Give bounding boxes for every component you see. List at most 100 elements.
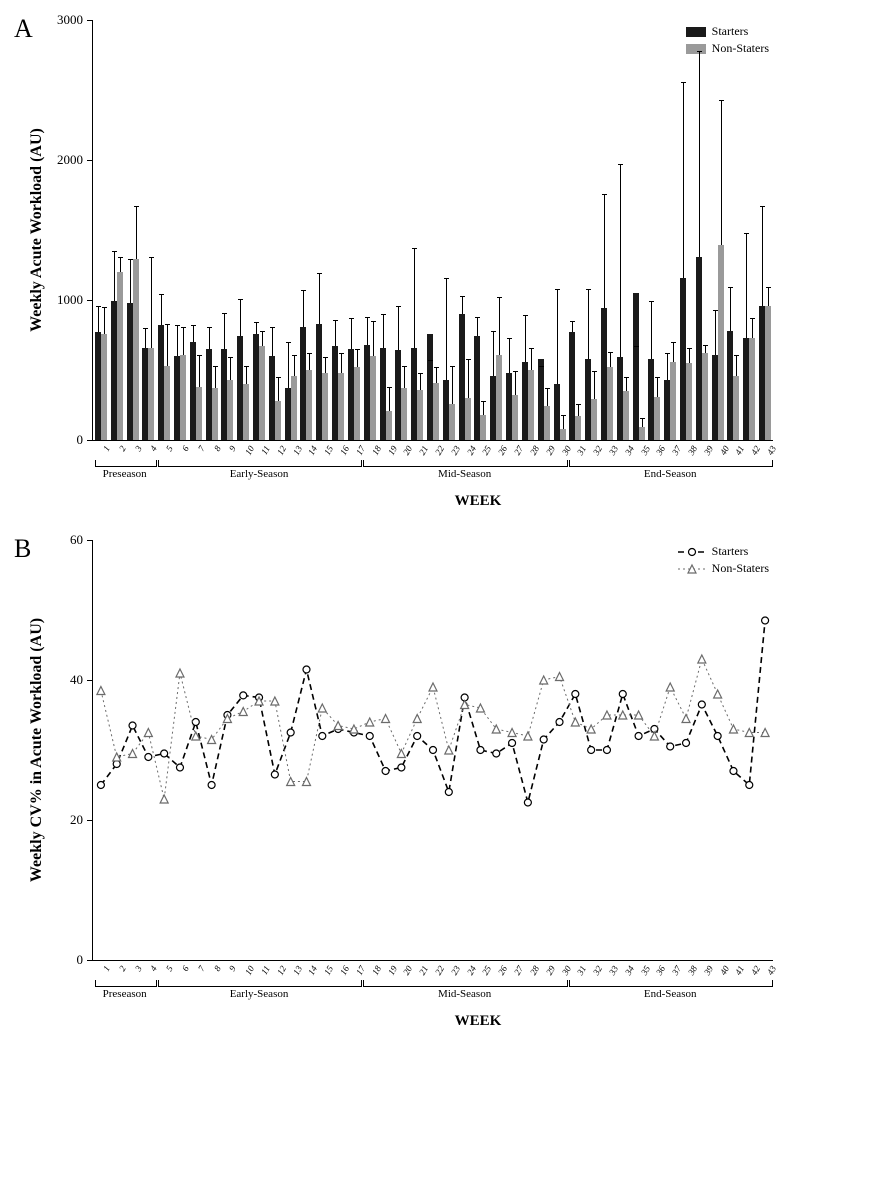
marker-starters xyxy=(683,740,690,747)
xtick-label: 18 xyxy=(370,964,383,977)
xtick-label: 6 xyxy=(180,964,191,973)
marker-starters xyxy=(714,733,721,740)
marker-nonstarters xyxy=(524,732,532,740)
bar-nonstarters xyxy=(686,363,692,440)
marker-starters xyxy=(430,747,437,754)
marker-starters xyxy=(366,733,373,740)
panel-b-plot-area: Weekly CV% in Acute Workload (AU) Starte… xyxy=(92,540,773,961)
marker-nonstarters xyxy=(208,736,216,744)
xtick-label: 5 xyxy=(164,964,175,973)
legend-item-starters: Starters xyxy=(686,24,769,39)
panel-b-phase-brackets: PreseasonEarly-SeasonMid-SeasonEnd-Seaso… xyxy=(93,980,773,1006)
xtick-label: 11 xyxy=(259,444,272,456)
marker-nonstarters xyxy=(160,795,168,803)
xtick-label: 42 xyxy=(749,964,762,977)
phase-bracket xyxy=(569,980,773,987)
bar-nonstarters xyxy=(212,388,218,440)
marker-starters xyxy=(382,768,389,775)
bar-nonstarters xyxy=(259,346,265,440)
marker-nonstarters xyxy=(429,683,437,691)
xtick-label: 35 xyxy=(639,444,652,457)
marker-starters xyxy=(477,747,484,754)
xtick-label: 13 xyxy=(291,964,304,977)
marker-starters xyxy=(208,782,215,789)
xtick-label: 9 xyxy=(227,444,238,453)
phase-bracket xyxy=(95,460,157,467)
marker-starters xyxy=(176,764,183,771)
bar-nonstarters xyxy=(433,383,439,440)
xtick-label: 36 xyxy=(654,444,667,457)
phase-label: Mid-Season xyxy=(438,468,491,480)
marker-nonstarters xyxy=(508,729,516,737)
line-starters xyxy=(101,621,765,803)
bar-nonstarters xyxy=(512,395,518,440)
marker-starters xyxy=(161,750,168,757)
phase-bracket xyxy=(363,460,567,467)
xtick-label: 37 xyxy=(670,964,683,977)
marker-nonstarters xyxy=(334,722,342,730)
xtick-label: 40 xyxy=(718,964,731,977)
xtick-label: 14 xyxy=(306,964,319,977)
xtick-label: 31 xyxy=(575,964,588,977)
bar-nonstarters xyxy=(322,373,328,440)
xtick-label: 8 xyxy=(212,964,223,973)
marker-nonstarters xyxy=(729,725,737,733)
marker-nonstarters xyxy=(144,729,152,737)
bar-nonstarters xyxy=(639,427,645,440)
marker-starters xyxy=(603,747,610,754)
marker-starters xyxy=(97,782,104,789)
bar-nonstarters xyxy=(243,384,249,440)
xtick-label: 16 xyxy=(338,964,351,977)
xtick-label: 4 xyxy=(148,444,159,453)
xtick-label: 21 xyxy=(417,964,430,977)
bar-nonstarters xyxy=(749,338,755,440)
bar-nonstarters xyxy=(417,390,423,440)
ytick-label: 1000 xyxy=(57,292,93,308)
marker-starters xyxy=(398,764,405,771)
marker-starters xyxy=(493,750,500,757)
xtick-label: 12 xyxy=(275,964,288,977)
xtick-label: 22 xyxy=(433,444,446,457)
phase-bracket xyxy=(95,980,157,987)
marker-nonstarters xyxy=(318,704,326,712)
marker-starters xyxy=(303,666,310,673)
bar-nonstarters xyxy=(496,355,502,440)
marker-nonstarters xyxy=(476,704,484,712)
bar-nonstarters xyxy=(227,380,233,440)
marker-starters xyxy=(762,617,769,624)
xtick-label: 37 xyxy=(670,444,683,457)
phase-label: Early-Season xyxy=(230,468,289,480)
ytick-label: 0 xyxy=(77,952,94,968)
marker-nonstarters xyxy=(97,687,105,695)
bar-nonstarters xyxy=(528,370,534,440)
xtick-label: 29 xyxy=(544,444,557,457)
xtick-label: 12 xyxy=(275,444,288,457)
marker-starters xyxy=(129,722,136,729)
phase-bracket xyxy=(569,460,773,467)
xtick-label: 27 xyxy=(512,444,525,457)
panel-b-ylabel: Weekly CV% in Acute Workload (AU) xyxy=(28,618,46,882)
marker-starters xyxy=(572,691,579,698)
xtick-label: 7 xyxy=(196,444,207,453)
xtick-label: 17 xyxy=(354,964,367,977)
marker-starters xyxy=(540,736,547,743)
bar-nonstarters xyxy=(401,388,407,440)
xtick-label: 43 xyxy=(765,444,778,457)
xtick-label: 33 xyxy=(607,444,620,457)
marker-nonstarters xyxy=(556,673,564,681)
xtick-label: 32 xyxy=(591,444,604,457)
legend-swatch-nonstarters xyxy=(686,44,706,54)
marker-nonstarters xyxy=(382,715,390,723)
xtick-label: 39 xyxy=(702,964,715,977)
marker-starters xyxy=(271,771,278,778)
bar-nonstarters xyxy=(306,370,312,440)
figure: A Weekly Acute Workload (AU) Starters No… xyxy=(20,20,864,1030)
marker-starters xyxy=(192,719,199,726)
xtick-label: 14 xyxy=(306,444,319,457)
marker-nonstarters xyxy=(129,750,137,758)
marker-starters xyxy=(698,701,705,708)
phase-label: Mid-Season xyxy=(438,988,491,1000)
panel-b-xlabel: WEEK xyxy=(92,1013,864,1030)
bar-nonstarters xyxy=(560,429,566,440)
panel-a-label: A xyxy=(14,14,33,44)
